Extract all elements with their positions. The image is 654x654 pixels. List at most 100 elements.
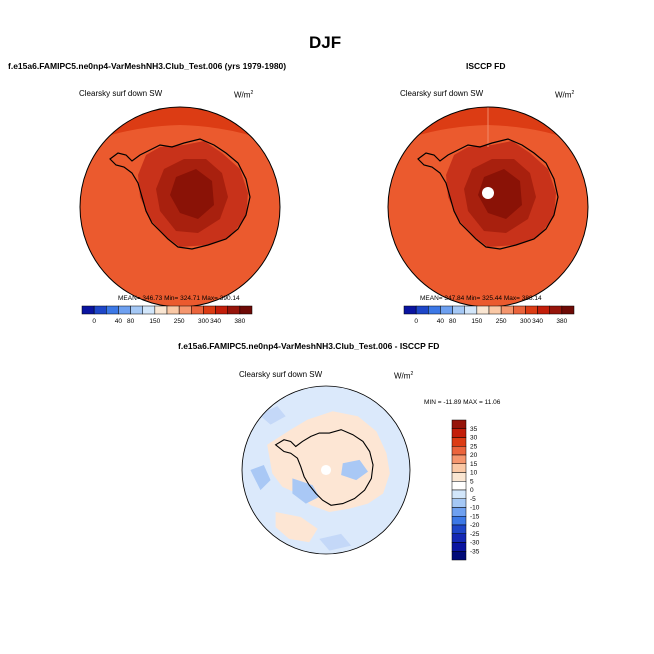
colorbar-box	[451, 481, 467, 491]
antarctica-coastline	[274, 429, 374, 506]
colorbar-label: 10	[470, 470, 478, 477]
colorbar-box	[227, 305, 241, 315]
colorbar-box	[488, 305, 502, 315]
colorbar-label: 35	[470, 426, 478, 433]
land-peak-region	[170, 169, 214, 219]
colorbar-label: -35	[470, 548, 480, 555]
negative-patch	[319, 533, 352, 551]
left-map-units: W/m2	[234, 90, 254, 100]
left-panel-title: f.e15a6.FAMIPC5.ne0np4-VarMeshNH3.Club_T…	[8, 61, 287, 71]
colorbar-label: 40	[437, 318, 445, 325]
colorbar-label: -25	[470, 531, 480, 538]
colorbar-box	[451, 524, 467, 534]
colorbar-label: 150	[471, 318, 482, 325]
negative-patch	[341, 459, 368, 481]
antarctica-coastline	[109, 138, 251, 250]
colorbar-label: 250	[174, 318, 185, 325]
antarctica-coastline	[417, 138, 559, 250]
colorbar-box	[549, 305, 563, 315]
colorbar-label: 150	[149, 318, 160, 325]
colorbar-box	[451, 419, 467, 429]
colorbar-box	[81, 305, 95, 315]
left-map	[79, 106, 281, 308]
colorbar-label: 300	[520, 318, 531, 325]
pole-hole	[482, 187, 494, 199]
colorbar-label: 340	[210, 318, 221, 325]
colorbar-box	[403, 305, 417, 315]
map-boundary	[241, 385, 411, 555]
diff-map	[241, 385, 411, 555]
right-colorbar: 0 40 80 150 250 300 340 380	[403, 305, 575, 325]
colorbar-label: 300	[198, 318, 209, 325]
negative-patch	[292, 478, 320, 504]
colorbar-box	[561, 305, 575, 315]
colorbar-label: -20	[470, 522, 480, 529]
colorbar-label: 40	[115, 318, 123, 325]
colorbar-label: 80	[449, 318, 457, 325]
right-map-units: W/m2	[555, 90, 575, 100]
right-map-title: Clearsky surf down SW	[400, 89, 484, 98]
page-title: DJF	[309, 33, 342, 52]
colorbar-box	[451, 446, 467, 456]
right-map	[387, 106, 589, 308]
diff-stats: MIN = -11.89 MAX = 11.06	[424, 399, 501, 406]
colorbar-box	[500, 305, 514, 315]
colorbar-box	[451, 551, 467, 561]
colorbar-box	[525, 305, 538, 315]
colorbar-box	[464, 305, 478, 315]
colorbar-box	[93, 305, 107, 315]
colorbar-box	[130, 305, 143, 315]
left-colorbar: 0 40 80 150 250 300 340 380	[81, 305, 253, 325]
colorbar-box	[118, 305, 131, 315]
colorbar-box	[106, 305, 119, 315]
diff-panel-title: f.e15a6.FAMIPC5.ne0np4-VarMeshNH3.Club_T…	[178, 341, 440, 351]
colorbar-box	[451, 498, 467, 508]
colorbar-box	[451, 454, 467, 464]
colorbar-box	[451, 507, 467, 517]
colorbar-label: 340	[532, 318, 543, 325]
positive-patch	[275, 512, 318, 543]
pole-hole	[320, 464, 332, 476]
colorbar-label: 0	[92, 318, 96, 325]
colorbar-box	[203, 305, 216, 315]
colorbar-box	[451, 428, 467, 438]
colorbar-box	[191, 305, 204, 315]
colorbar-box	[415, 305, 429, 315]
colorbar-box	[154, 305, 168, 315]
right-panel-title: ISCCP FD	[466, 61, 506, 71]
diff-map-title: Clearsky surf down SW	[239, 370, 323, 379]
colorbar-box	[451, 463, 467, 473]
left-map-title: Clearsky surf down SW	[79, 89, 163, 98]
colorbar-box	[451, 489, 467, 499]
colorbar-box	[452, 305, 465, 315]
colorbar-label: 5	[470, 478, 474, 485]
colorbar-box	[440, 305, 453, 315]
colorbar-label: 30	[470, 435, 478, 442]
diff-map-units: W/m2	[394, 371, 414, 381]
colorbar-label: 0	[470, 487, 474, 494]
colorbar-label: 380	[234, 318, 245, 325]
colorbar-label: -10	[470, 505, 480, 512]
land-peak-region	[478, 169, 522, 219]
colorbar-box	[451, 516, 467, 526]
colorbar-label: -15	[470, 513, 480, 520]
colorbar-box	[142, 305, 156, 315]
colorbar-label: 0	[414, 318, 418, 325]
colorbar-box	[513, 305, 526, 315]
colorbar-label: -30	[470, 540, 480, 547]
colorbar-box	[239, 305, 253, 315]
colorbar-box	[178, 305, 192, 315]
colorbar-label: -5	[470, 496, 476, 503]
colorbar-label: 20	[470, 452, 478, 459]
colorbar-label: 80	[127, 318, 135, 325]
colorbar-box	[451, 533, 467, 543]
colorbar-box	[166, 305, 180, 315]
negative-patch	[250, 464, 271, 491]
colorbar-box	[451, 542, 467, 552]
colorbar-label: 25	[470, 443, 478, 450]
negative-patch	[258, 406, 286, 425]
colorbar-box	[537, 305, 550, 315]
right-stats: MEAN= 347.84 Min= 325.44 Max= 388.14	[420, 295, 542, 302]
colorbar-box	[428, 305, 441, 315]
colorbar-label: 250	[496, 318, 507, 325]
